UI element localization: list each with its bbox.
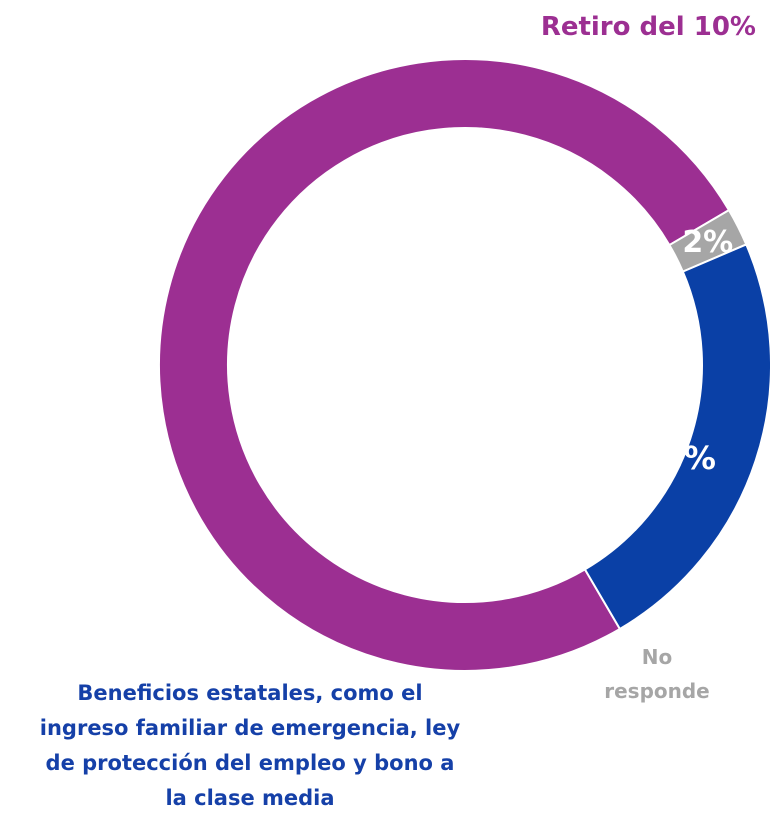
value-label-beneficios: 23% [639, 439, 716, 477]
category-label-retiro: Retiro del 10% [540, 12, 756, 42]
slice-retiro [158, 58, 731, 672]
slice-beneficios [583, 243, 770, 631]
category-label-beneficios: Beneficios estatales, como el ingreso fa… [39, 681, 461, 810]
value-label-retiro: 75% [297, 275, 378, 315]
category-label-no-responde: No responde [604, 645, 710, 703]
